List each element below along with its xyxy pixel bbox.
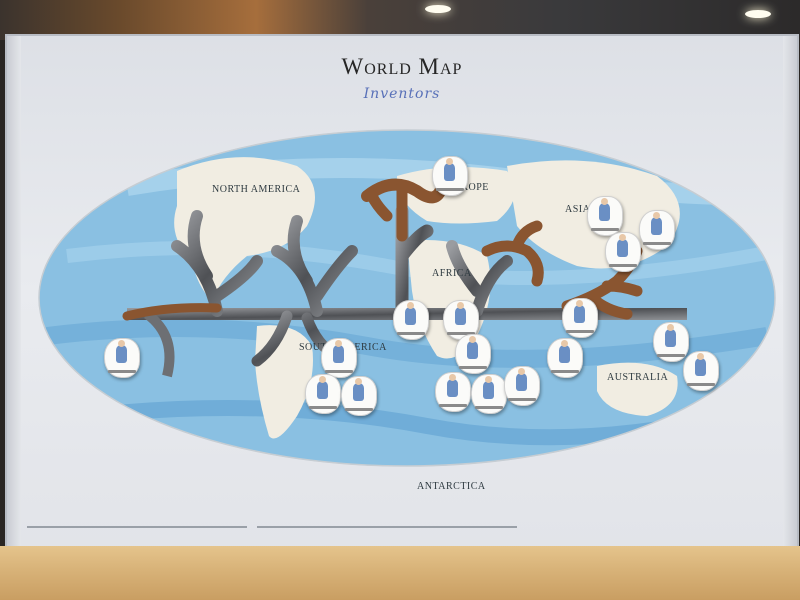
inventor-chip[interactable] <box>653 322 689 362</box>
label-africa: AFRICA <box>432 268 472 279</box>
poster-title: World Map <box>341 54 463 79</box>
inventor-portrait-icon <box>317 376 328 399</box>
footnote-line <box>257 526 517 528</box>
inventor-portrait-icon <box>444 158 455 181</box>
inventor-portrait-icon <box>516 368 527 391</box>
inventor-portrait-icon <box>651 212 662 235</box>
ceiling-background <box>0 0 800 40</box>
inventor-portrait-icon <box>665 324 676 347</box>
inventor-chip[interactable] <box>104 338 140 378</box>
inventor-portrait-icon <box>574 300 585 323</box>
label-north-america: NORTH AMERICA <box>212 184 301 195</box>
inventor-portrait-icon <box>695 353 706 376</box>
inventor-portrait-icon <box>617 234 628 257</box>
wooden-shelf <box>0 546 800 600</box>
inventor-chip[interactable] <box>639 210 675 250</box>
australia-land <box>597 362 678 416</box>
north-america-land <box>174 157 315 301</box>
inventor-portrait-icon <box>405 302 416 325</box>
inventor-portrait-icon <box>483 376 494 399</box>
antarctica-land <box>207 466 607 516</box>
inventor-portrait-icon <box>455 302 466 325</box>
board-frame-left <box>7 36 21 548</box>
inventor-portrait-icon <box>353 378 364 401</box>
inventor-chip[interactable] <box>471 374 507 414</box>
label-australia: AUSTRALIA <box>607 372 669 383</box>
inventor-portrait-icon <box>116 340 127 363</box>
inventor-chip[interactable] <box>683 351 719 391</box>
label-asia: ASIA <box>565 204 591 215</box>
inventor-chip[interactable] <box>562 298 598 338</box>
inventor-chip[interactable] <box>605 232 641 272</box>
inventor-portrait-icon <box>559 340 570 363</box>
label-europe: EUROPE <box>447 182 489 193</box>
inventor-chip[interactable] <box>587 196 623 236</box>
inventor-chip[interactable] <box>455 334 491 374</box>
inventor-portrait-icon <box>467 336 478 359</box>
inventor-chip[interactable] <box>341 376 377 416</box>
label-antarctica: ANTARCTICA <box>417 481 486 492</box>
inventor-chip[interactable] <box>547 338 583 378</box>
inventor-chip[interactable] <box>393 300 429 340</box>
inventor-portrait-icon <box>333 340 344 363</box>
inventor-tree-wood <box>122 178 643 321</box>
ceiling-light-icon <box>745 10 771 18</box>
inventor-chip[interactable] <box>443 300 479 340</box>
inventor-portrait-icon <box>447 374 458 397</box>
inventor-chip[interactable] <box>432 156 468 196</box>
world-map-illustration <box>38 129 776 516</box>
poster-subtitle: Inventors <box>363 86 441 102</box>
inventor-chip[interactable] <box>504 366 540 406</box>
inventor-portrait-icon <box>599 198 610 221</box>
ceiling-light-icon <box>425 5 451 13</box>
display-board: World Map Inventors <box>5 34 799 550</box>
inventor-chip[interactable] <box>305 374 341 414</box>
inventor-chip[interactable] <box>321 338 357 378</box>
inventor-chip[interactable] <box>435 372 471 412</box>
footnote-line <box>27 526 247 528</box>
